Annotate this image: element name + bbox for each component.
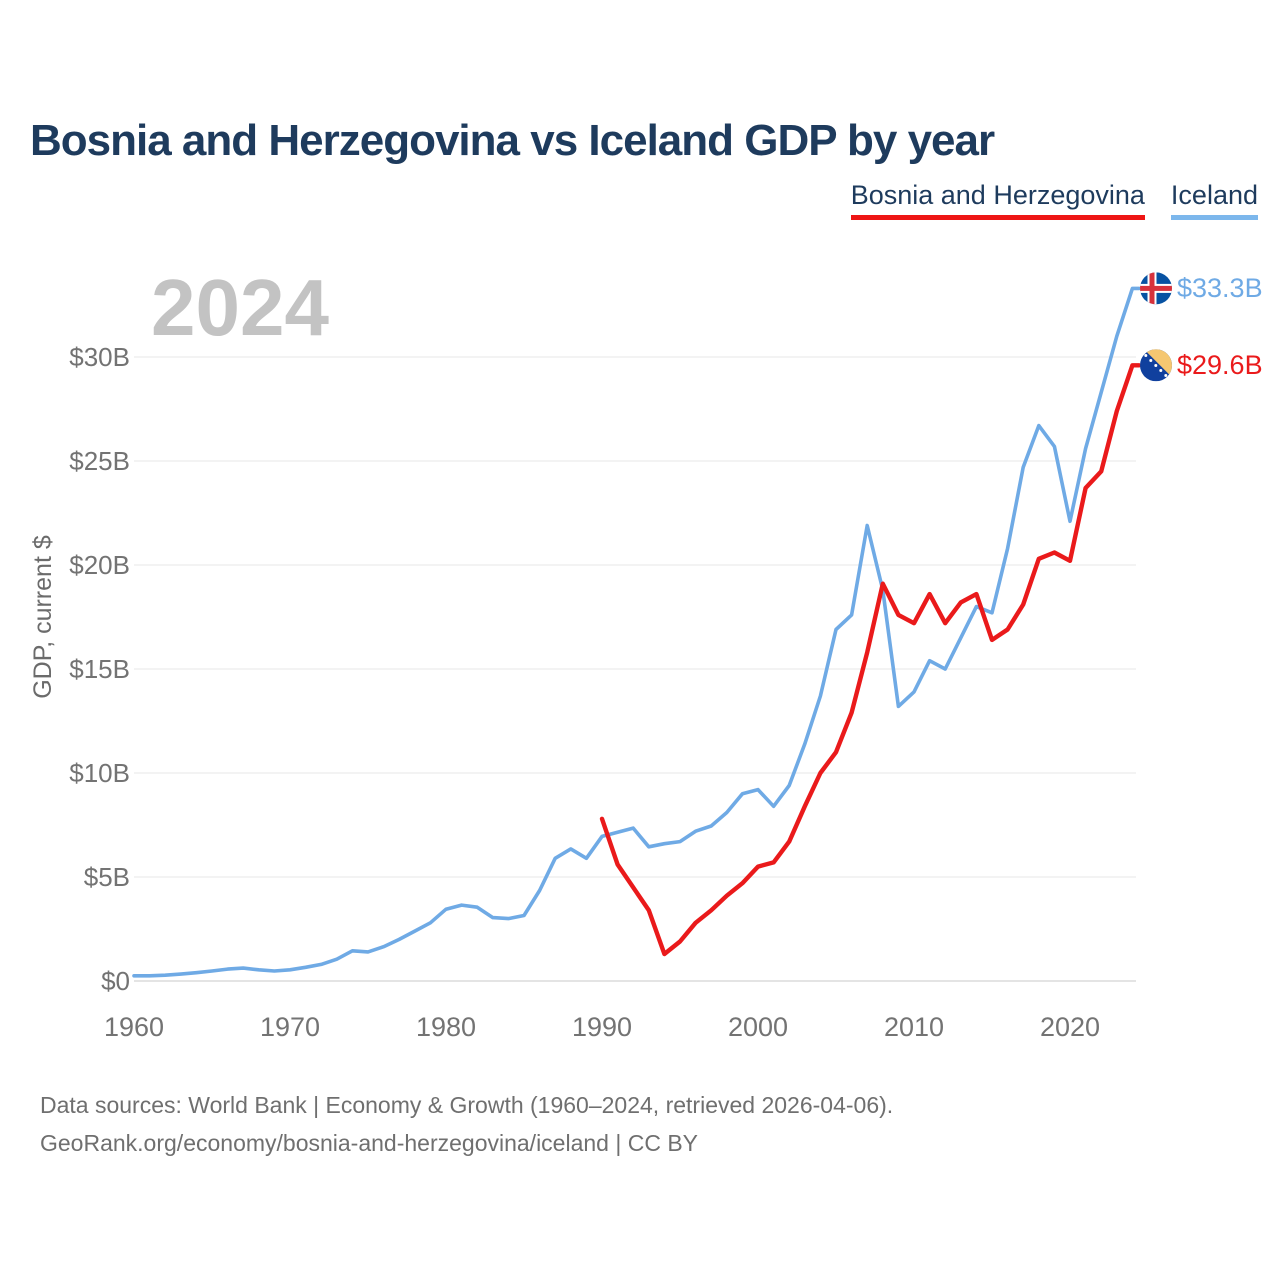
bosnia-flag-icon: [1140, 349, 1172, 382]
footer: Data sources: World Bank | Economy & Gro…: [40, 1086, 893, 1162]
x-tick-label: 1980: [415, 1012, 477, 1042]
footer-line-1: Data sources: World Bank | Economy & Gro…: [40, 1092, 894, 1118]
x-tick-label: 2000: [727, 1012, 789, 1042]
y-tick-label: $5B: [83, 862, 130, 892]
y-tick-label: $30B: [69, 342, 130, 372]
legend-item-iceland[interactable]: Iceland: [1170, 180, 1258, 220]
end-label-bosnia: $29.6B: [1177, 350, 1263, 381]
iceland-flag-icon: [1140, 272, 1172, 305]
end-label-iceland: $33.3B: [1177, 273, 1263, 304]
y-tick-label: $10B: [69, 758, 130, 788]
x-tick-label: 1960: [103, 1012, 165, 1042]
legend-item-iceland-label: Iceland: [1170, 180, 1258, 210]
y-tick-label: $0: [101, 966, 130, 996]
footer-line-2: GeoRank.org/economy/bosnia-and-herzegovi…: [40, 1130, 699, 1156]
y-axis-title: GDP, current $: [29, 535, 57, 699]
x-tick-label: 2020: [1039, 1012, 1101, 1042]
y-tick-label: $15B: [69, 654, 130, 684]
y-tick-label: $20B: [69, 550, 130, 580]
y-tick-label: $25B: [69, 446, 130, 476]
legend: Bosnia and Herzegovina Iceland: [850, 180, 1258, 220]
legend-item-bosnia[interactable]: Bosnia and Herzegovina: [850, 180, 1145, 220]
bosnia-and-herzegovina-line: [599, 363, 1142, 957]
gridlines: [134, 356, 1136, 982]
x-tick-label: 2010: [883, 1012, 945, 1042]
watermark-year: 2024: [151, 263, 329, 352]
x-tick-label: 1990: [571, 1012, 633, 1042]
series-lines: [132, 286, 1142, 978]
page-title: Bosnia and Herzegovina vs Iceland GDP by…: [30, 116, 995, 165]
legend-item-bosnia-label: Bosnia and Herzegovina: [850, 180, 1145, 210]
x-tick-label: 1970: [259, 1012, 321, 1042]
